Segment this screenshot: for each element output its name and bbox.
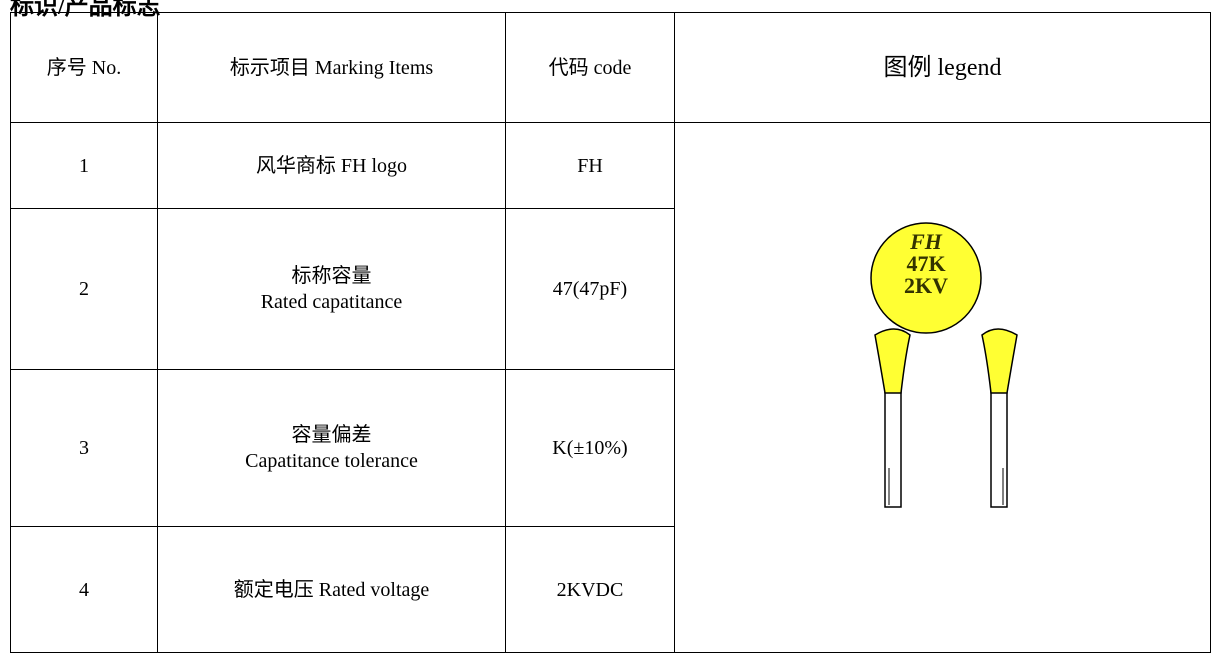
header-cell: 序号 No. <box>10 12 158 123</box>
header-cell: 代码 code <box>505 12 675 123</box>
cell-text: Rated capatitance <box>260 291 403 313</box>
cell-text: 1 <box>79 154 89 177</box>
table-cell: 2 <box>10 208 158 370</box>
cell-text: 风华商标 FH logo <box>255 154 408 177</box>
cell-text: K(±10%) <box>552 437 628 459</box>
coating <box>874 328 911 394</box>
cell-text: FH <box>577 154 603 177</box>
table-cell: 标称容量 Rated capatitance <box>157 208 506 370</box>
coating <box>981 328 1018 394</box>
cell-text: Capatitance tolerance <box>245 450 418 472</box>
header-row: 序号 No. 标示项目 Marking Items 代码 code 图例 leg… <box>10 12 1211 123</box>
cell-text: 容量偏差 <box>291 424 372 446</box>
cell-text: 3 <box>79 437 89 459</box>
marking-text: 2KV <box>904 273 948 298</box>
legend-cell: FH 47K 2KV <box>674 122 1211 653</box>
table-row: 3 容量偏差 Capatitance tolerance K(±10%) <box>10 369 1211 527</box>
table-cell: 容量偏差 Capatitance tolerance <box>157 369 506 527</box>
table-row: 1 风华商标 FH logo FH FH 47K 2KV <box>10 122 1211 653</box>
table-row: 4 额定电压 Rated voltage 2KVDC <box>10 526 1211 653</box>
cell-text: 2KVDC <box>556 578 624 601</box>
cell-text: 2 <box>79 278 89 300</box>
table-cell: 3 <box>10 369 158 527</box>
table-cell: 47(47pF) <box>505 208 675 370</box>
cell-text: 额定电压 Rated voltage <box>233 578 430 601</box>
table-cell: K(±10%) <box>505 369 675 527</box>
table-cell: 风华商标 FH logo <box>157 122 506 209</box>
marking-table: 序号 No. 标示项目 Marking Items 代码 code 图例 leg… <box>10 12 1211 653</box>
table-cell: 1 <box>10 122 158 209</box>
cell-text: 标称容量 <box>291 265 372 287</box>
marking-text: 47K <box>906 251 945 276</box>
header-cell: 图例 legend <box>674 12 1211 123</box>
table-cell: 4 <box>10 526 158 653</box>
table-cell: 额定电压 Rated voltage <box>157 526 506 653</box>
header-cell: 标示项目 Marking Items <box>157 12 506 123</box>
lead <box>990 390 1008 508</box>
table-cell: 2KVDC <box>505 526 675 653</box>
cell-text: 47(47pF) <box>552 278 628 300</box>
lead <box>884 390 902 508</box>
table-row: 2 标称容量 Rated capatitance 47(47pF) <box>10 208 1211 370</box>
capacitor-body <box>870 222 982 334</box>
table-cell: FH <box>505 122 675 209</box>
cell-text: 4 <box>79 578 89 601</box>
marking-text: FH <box>909 229 943 254</box>
